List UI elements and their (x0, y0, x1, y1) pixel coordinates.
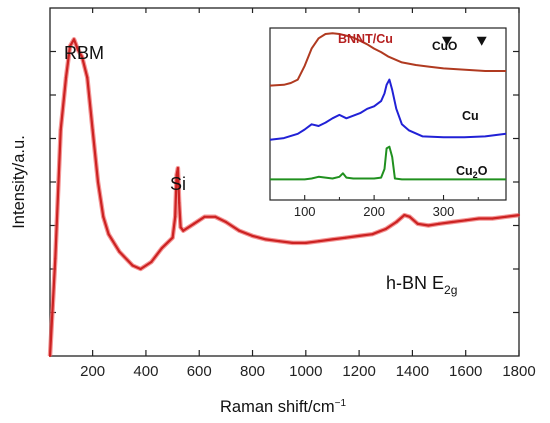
main-data-point (451, 220, 454, 224)
main-data-point (102, 215, 105, 218)
series-label-bnnt-cu: BNNT/Cu (338, 32, 393, 46)
main-data-point (464, 219, 467, 222)
annotation-hbn-text: h-BN E (386, 273, 444, 293)
main-data-point (176, 166, 180, 170)
main-data-point (59, 128, 62, 131)
main-x-tick-labels: 200 400 600 800 1000 1200 1400 1600 1800 (80, 363, 536, 380)
main-data-point (304, 241, 307, 244)
main-data-point (395, 220, 398, 224)
annotation-rbm: RBM (64, 43, 104, 63)
annotation-si-text: Si (170, 174, 186, 194)
main-annotations: RBM Si h-BN E2g (64, 43, 457, 297)
main-data-point (344, 236, 347, 239)
main-data-point (416, 222, 419, 225)
main-data-point (139, 267, 142, 271)
main-x-tick-label: 800 (240, 363, 265, 380)
main-data-point (175, 173, 178, 177)
main-data-point (150, 260, 153, 264)
main-data-point (318, 240, 321, 243)
inset-x-tick-label: 300 (433, 204, 455, 219)
main-series-group (47, 37, 521, 358)
main-data-point (76, 48, 80, 51)
cuo-annotation: CuO (432, 39, 457, 53)
main-x-tick-label: 1200 (342, 363, 375, 380)
main-data-point (264, 238, 267, 241)
main-data-point (251, 234, 254, 238)
main-data-point (291, 241, 294, 244)
inset-axis-ticks (304, 195, 479, 200)
main-x-tick-label: 1800 (502, 363, 535, 380)
main-data-point (96, 180, 100, 184)
main-data-point (214, 215, 217, 218)
annotation-rbm-text: RBM (64, 43, 104, 63)
inset-x-tick-labels: 100 200 300 (294, 204, 455, 219)
main-x-tick-label: 400 (133, 363, 158, 380)
main-data-point (427, 224, 430, 227)
inset-series-line (269, 78, 507, 141)
main-data-point (86, 76, 89, 79)
y-axis-label: Intensity/a.u. (10, 135, 28, 229)
series-label-cu2o-tail: O (478, 164, 488, 178)
main-x-tick-label: 1600 (449, 363, 482, 380)
main-data-point (477, 217, 481, 220)
main-data-point (278, 240, 281, 243)
main-data-point (224, 220, 227, 224)
main-data-point (403, 213, 406, 217)
main-data-point (491, 217, 494, 220)
main-data-point (182, 229, 185, 232)
main-data-point (91, 128, 94, 131)
main-data-point (107, 233, 110, 236)
main-data-point (178, 201, 181, 204)
main-data-point (80, 55, 84, 58)
annotation-hbn-subscript: 2g (444, 283, 457, 297)
main-data-point (171, 236, 174, 239)
cuo-peak-marker (476, 36, 487, 46)
main-data-point (54, 257, 57, 260)
inset-markers (442, 36, 487, 46)
main-data-point (174, 215, 177, 218)
main-data-point (179, 226, 182, 229)
main-x-tick-label: 600 (187, 363, 212, 380)
main-data-point (408, 215, 411, 218)
series-label-cu2o: Cu2O (456, 164, 488, 180)
main-data-point (68, 45, 72, 48)
annotation-hbn: h-BN E2g (386, 273, 457, 297)
main-data-point (160, 247, 164, 250)
main-data-point (358, 234, 361, 238)
series-label-cu: Cu (462, 109, 479, 123)
inset-x-tick-label: 200 (363, 204, 385, 219)
main-data-point (517, 213, 521, 217)
cuo-peak-marker (442, 36, 452, 46)
main-data-point (371, 233, 374, 236)
series-label-cu2o-sub: 2 (473, 170, 478, 180)
inset-x-tick-label: 100 (294, 204, 316, 219)
main-data-point (192, 222, 195, 225)
inset-series-line (269, 32, 506, 87)
series-label-cu2o-main: Cu (456, 164, 473, 178)
main-data-point (504, 215, 507, 218)
inset-series-line (270, 145, 506, 181)
inset-series-group (269, 32, 507, 181)
main-data-point (118, 250, 121, 253)
main-data-point (72, 38, 76, 41)
main-data-point (437, 222, 441, 225)
main-data-point (48, 354, 52, 358)
main-data-point (384, 227, 387, 231)
main-data-point (331, 238, 334, 241)
main-x-tick-label: 1000 (289, 363, 322, 380)
main-data-point (131, 264, 134, 267)
main-data-point (64, 76, 68, 79)
main-data-point (203, 215, 206, 218)
annotation-si: Si (170, 174, 186, 194)
main-data-point (238, 229, 241, 232)
main-x-tick-label: 1400 (396, 363, 429, 380)
main-x-tick-label: 200 (80, 363, 105, 380)
x-axis-label: Raman shift/cm−1 (220, 398, 346, 416)
